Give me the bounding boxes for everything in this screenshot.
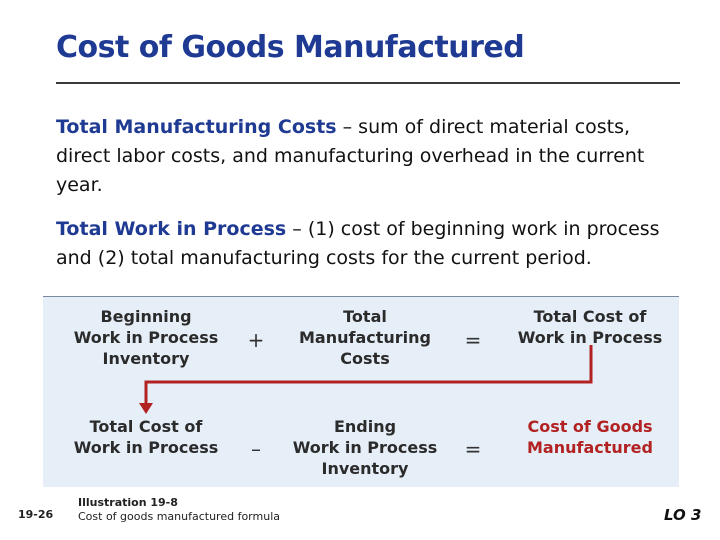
learning-objective: LO 3 — [664, 506, 702, 524]
diagram-divider — [43, 296, 679, 297]
total-cost-of-wip-row2: Total Cost of Work in Process — [73, 417, 219, 457]
ending-wip-inventory: Ending Work in Process Inventory — [292, 417, 438, 478]
slide-title: Cost of Goods Manufactured — [56, 30, 525, 65]
title-divider — [56, 82, 680, 84]
formula-diagram: Beginning Work in Process Inventory + Tota… — [43, 297, 679, 487]
total-manufacturing-costs: Total Manufacturing Costs — [299, 307, 431, 368]
equals-operator: = — [464, 328, 482, 352]
definition-text: – (1) cost of beginning work in process … — [56, 218, 660, 269]
minus-operator: – — [251, 437, 261, 461]
arrow-connector-icon — [139, 345, 593, 414]
illustration-label: Illustration 19-8 — [78, 496, 178, 509]
term-label: Total Manufacturing Costs — [56, 116, 337, 138]
page-number: 19-26 — [18, 508, 54, 521]
definition-text: – sum of direct material costs, direct l… — [56, 116, 645, 196]
paragraph-total-manufacturing-costs: Total Manufacturing Costs – sum of direc… — [56, 113, 686, 200]
term-label: Total Work in Process — [56, 218, 287, 240]
plus-operator: + — [247, 328, 265, 352]
paragraph-total-work-in-process: Total Work in Process – (1) cost of begi… — [56, 215, 686, 273]
illustration-caption: Illustration 19-8 Cost of goods manufact… — [78, 496, 280, 524]
equals-operator-row2: = — [464, 437, 482, 461]
total-cost-of-wip: Total Cost of Work in Process — [517, 307, 663, 347]
beginning-wip-inventory: Beginning Work in Process Inventory — [73, 307, 219, 368]
illustration-description: Cost of goods manufactured formula — [78, 510, 280, 523]
cost-of-goods-manufactured: Cost of Goods Manufactured — [527, 417, 653, 457]
